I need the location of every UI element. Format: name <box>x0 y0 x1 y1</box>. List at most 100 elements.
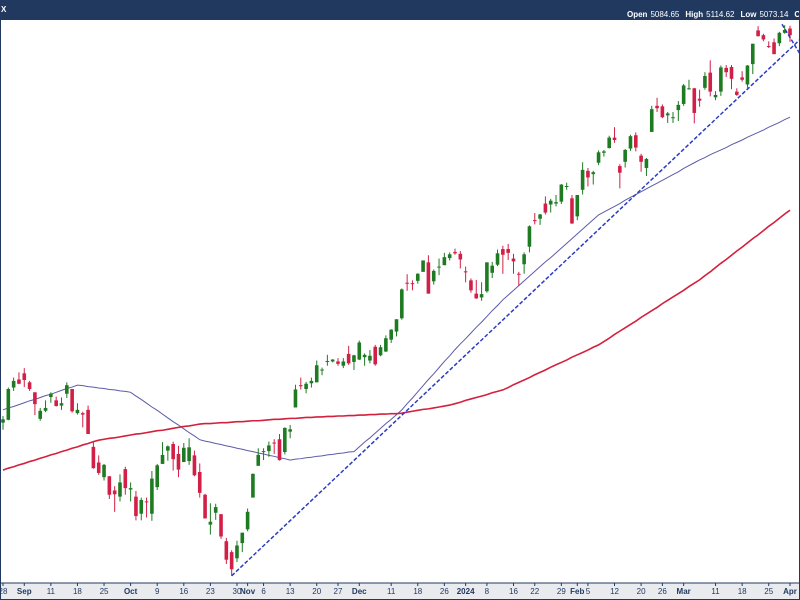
candle-body <box>788 28 792 36</box>
candle-body <box>750 43 755 65</box>
candle-body <box>580 169 585 190</box>
candle-body <box>144 501 149 503</box>
ohlc-label: High <box>685 10 703 19</box>
x-tick-label: 11 <box>711 587 720 596</box>
x-tick-label: 20 <box>637 587 646 596</box>
candle-body <box>22 373 27 380</box>
candle-body <box>474 293 479 299</box>
x-tick-label: 11 <box>47 587 56 596</box>
candle-body <box>80 413 85 415</box>
candle-body <box>735 91 739 95</box>
candle-body <box>283 427 287 453</box>
candle-body <box>91 446 96 469</box>
candle-body <box>713 94 718 98</box>
candle-body <box>150 478 154 514</box>
x-tick-label: 20 <box>312 587 321 596</box>
candle-body <box>330 359 335 362</box>
candle-body <box>298 385 303 387</box>
x-tick-label: 30 <box>233 587 242 596</box>
x-tick-label: 2024 <box>457 587 475 596</box>
candle-body <box>17 379 21 384</box>
candle-body <box>240 532 245 544</box>
candle-body <box>431 270 436 282</box>
candle-body <box>447 254 452 259</box>
candle-body <box>602 151 606 153</box>
x-tick-label: 5 <box>586 587 591 596</box>
candle-body <box>575 195 580 217</box>
candle-body <box>719 67 723 92</box>
candle-body <box>325 360 330 362</box>
candle-body <box>171 443 175 460</box>
candle-body <box>400 289 404 319</box>
candle-body <box>458 253 463 260</box>
candle-body <box>49 393 53 398</box>
x-tick-label: 16 <box>509 587 518 596</box>
candle-body <box>692 88 697 113</box>
candle-body <box>43 407 48 411</box>
candle-body <box>123 469 128 489</box>
x-tick-label: 18 <box>413 587 422 596</box>
trendline <box>231 39 800 577</box>
candle-body <box>346 353 351 364</box>
candle-body <box>166 446 170 451</box>
candle-body <box>687 88 691 90</box>
candle-body <box>495 253 500 265</box>
candle-body <box>6 388 11 420</box>
candle-body <box>384 338 388 352</box>
candle-body <box>506 249 510 253</box>
ohlc-value: 5084.65 <box>650 10 679 19</box>
candle-body <box>378 347 383 356</box>
candle-body <box>761 35 766 40</box>
x-tick-label: 11 <box>387 587 396 596</box>
candle-body <box>102 464 106 478</box>
candle-body <box>54 400 58 407</box>
x-tick-label: 18 <box>73 587 82 596</box>
candle-body <box>272 442 276 444</box>
candle-body <box>564 185 569 187</box>
ohlc-value: 5073.14 <box>759 10 788 19</box>
candle-body <box>437 266 441 268</box>
candle-body <box>729 66 734 79</box>
candle-body <box>134 496 138 517</box>
candle-body <box>527 226 532 247</box>
candle-body <box>665 113 670 116</box>
candle-body <box>33 392 37 405</box>
candle-body <box>187 447 191 462</box>
candle-body <box>697 98 702 101</box>
x-tick-label: 23 <box>206 587 215 596</box>
candle-body <box>426 262 431 294</box>
candle-body <box>11 380 16 388</box>
candle-body <box>586 170 590 178</box>
candle-body <box>703 75 707 88</box>
candle-body <box>415 273 420 281</box>
candle-body <box>38 410 43 419</box>
candle-body <box>203 494 207 519</box>
candle-body <box>766 46 771 48</box>
candle-body <box>256 454 261 466</box>
candle-body <box>27 382 32 389</box>
x-tick-label: Feb <box>570 587 584 596</box>
x-tick-label: 13 <box>286 587 295 596</box>
x-tick-label: 25 <box>764 587 773 596</box>
x-tick-label: 27 <box>334 587 343 596</box>
candle-body <box>224 541 229 560</box>
x-tick-label: Dec <box>352 587 367 596</box>
candle-body <box>469 280 473 291</box>
candle-body <box>128 488 133 490</box>
candle-body <box>267 445 271 452</box>
candle-body <box>373 346 378 365</box>
candle-body <box>681 85 686 104</box>
candle-body <box>548 200 553 205</box>
candle-body <box>655 105 659 109</box>
x-tick-label: 26 <box>658 587 667 596</box>
candle-body <box>192 455 197 476</box>
candle-body <box>261 451 266 453</box>
candle-body <box>219 514 223 537</box>
x-tick-label: Nov <box>240 587 256 596</box>
candle-body <box>394 319 399 332</box>
candle-body <box>708 72 713 92</box>
